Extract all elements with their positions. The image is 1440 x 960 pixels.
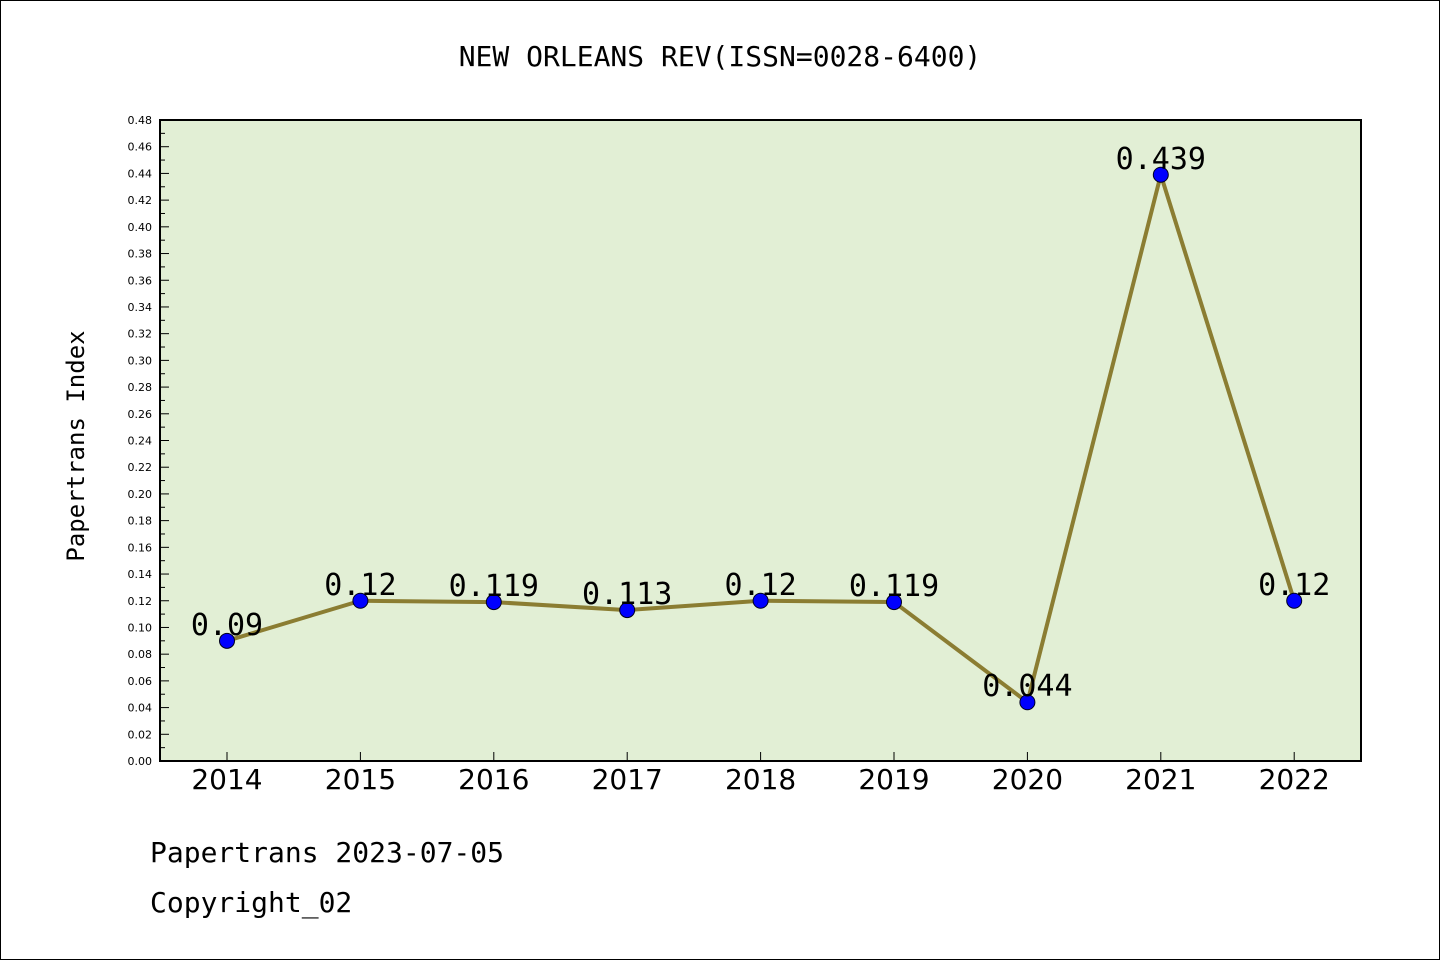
data-point <box>886 594 902 611</box>
y-tick-label: 0.08 <box>128 648 153 661</box>
y-tick-label: 0.20 <box>128 488 153 501</box>
x-tick-label: 2022 <box>1259 763 1330 796</box>
x-tick-label: 2018 <box>725 763 796 796</box>
data-point <box>1286 592 1303 609</box>
data-label: 0.12 <box>724 568 796 603</box>
data-label: 0.12 <box>1258 568 1330 603</box>
data-point <box>1152 166 1169 183</box>
y-tick-label: 0.40 <box>128 221 153 234</box>
y-tick-label: 0.16 <box>128 541 153 554</box>
x-tick-label: 2016 <box>458 763 529 796</box>
x-tick-label: 2014 <box>191 763 262 796</box>
data-point <box>352 592 369 609</box>
data-label: 0.12 <box>324 568 396 603</box>
data-point <box>485 594 502 611</box>
y-tick-label: 0.26 <box>128 408 153 421</box>
y-tick-label: 0.02 <box>128 728 153 741</box>
y-tick-label: 0.48 <box>128 114 153 127</box>
y-tick-label: 0.30 <box>128 354 153 367</box>
y-tick-label: 0.04 <box>128 702 153 715</box>
data-labels: 0.09 0.12 0.119 0.113 0.12 0.119 0.044 0.439 0.1… <box>191 142 1330 704</box>
chart-title: NEW ORLEANS REV(ISSN=0028-6400) <box>459 40 982 73</box>
data-label: 0.119 <box>449 569 539 604</box>
x-axis: 2014 2015 2016 2017 2018 2019 2020 2021 2022 <box>191 752 1330 796</box>
y-tick-label: 0.36 <box>128 274 153 287</box>
y-axis-label: Papertrans Index <box>62 330 90 561</box>
data-label: 0.09 <box>191 608 263 643</box>
y-tick-label: 0.24 <box>128 435 153 448</box>
y-tick-label: 0.00 <box>128 755 153 768</box>
y-tick-label: 0.14 <box>128 568 153 581</box>
data-point <box>619 602 636 619</box>
y-tick-label: 0.42 <box>128 194 153 207</box>
series <box>219 166 1303 711</box>
data-point <box>219 632 235 649</box>
y-axis: 0.00 0.02 0.04 0.06 0.08 0.10 0.12 0.14 0.16 0.18… <box>128 114 169 768</box>
y-tick-label: 0.28 <box>128 381 153 394</box>
y-tick-label: 0.44 <box>128 167 153 180</box>
y-tick-label: 0.46 <box>128 141 153 154</box>
y-tick-label: 0.22 <box>128 461 153 474</box>
footer-date: Papertrans 2023-07-05 <box>150 836 505 869</box>
y-tick-label: 0.06 <box>128 675 153 688</box>
footer-copyright: Copyright_02 <box>150 886 353 919</box>
data-label: 0.439 <box>1116 142 1206 177</box>
y-tick-label: 0.10 <box>128 621 153 634</box>
x-tick-label: 2015 <box>325 763 396 796</box>
x-tick-label: 2019 <box>858 763 929 796</box>
data-point <box>752 592 769 609</box>
plot-area <box>159 119 1362 762</box>
y-tick-label: 0.34 <box>128 301 153 314</box>
data-label: 0.119 <box>849 569 939 604</box>
x-tick-label: 2021 <box>1125 763 1196 796</box>
y-tick-label: 0.18 <box>128 515 153 528</box>
y-tick-label: 0.38 <box>128 248 153 261</box>
x-tick-label: 2020 <box>992 763 1063 796</box>
x-tick-label: 2017 <box>592 763 663 796</box>
y-tick-label: 0.32 <box>128 328 153 341</box>
data-label: 0.044 <box>982 669 1072 704</box>
data-point <box>1019 694 1036 711</box>
y-tick-label: 0.12 <box>128 595 153 608</box>
data-label: 0.113 <box>582 577 672 612</box>
